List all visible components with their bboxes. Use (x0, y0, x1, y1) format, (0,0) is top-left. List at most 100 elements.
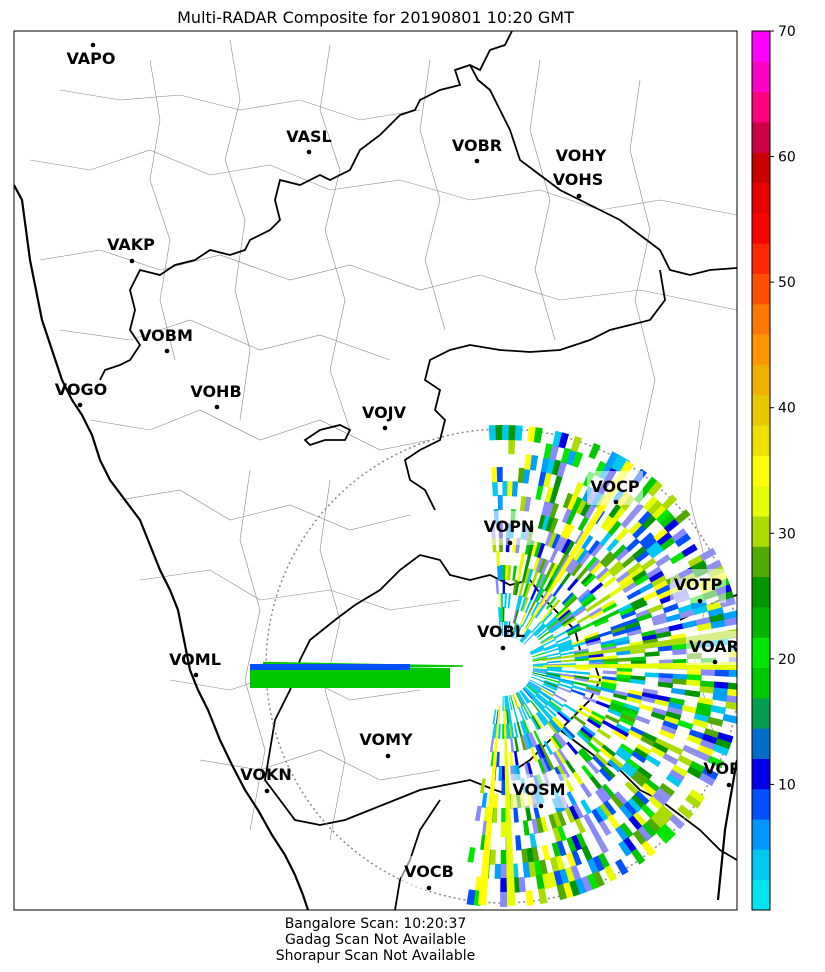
radar-echo-cell (626, 629, 643, 637)
radar-echo-cell (597, 593, 612, 605)
radar-echo-cell (654, 737, 671, 750)
radar-echo-cell (492, 709, 497, 725)
radar-echo-cell (533, 730, 542, 745)
station-vakp: VAKP (107, 235, 155, 264)
radar-echo-cell (645, 778, 661, 793)
radar-echo-cell (684, 689, 701, 698)
radar-echo-cell (537, 513, 546, 530)
station-marker (77, 402, 83, 408)
radar-echo-cell (504, 593, 507, 609)
radar-echo-cell (671, 528, 688, 543)
radar-echo-cell (557, 683, 573, 690)
radar-echo-cell (647, 500, 663, 516)
radar-echo-cell (505, 565, 509, 581)
footer-line-shorapur: Shorapur Scan Not Available (275, 948, 476, 964)
radar-beam (503, 705, 516, 906)
radar-echo-cell (532, 668, 548, 671)
radar-echo-cell (525, 733, 533, 749)
radar-echo-cell (575, 832, 588, 849)
radar-echo-cell (674, 533, 691, 548)
radar-echo-cell (642, 514, 657, 530)
radar-echo-cell (522, 468, 531, 484)
radar-echo-cell (623, 617, 639, 627)
radar-echo-cell (601, 681, 617, 688)
radar-echo-cell (530, 716, 540, 731)
radar-echo-cell (515, 692, 524, 707)
radar-echo-cell (534, 605, 545, 619)
radar-echo-cell (651, 504, 668, 520)
radar-echo-cell (533, 696, 546, 709)
radar-echo-cell (636, 612, 653, 622)
radar-echo-cell (533, 587, 543, 602)
station-label: VOSM (512, 780, 565, 799)
radar-echoes (250, 425, 737, 907)
radar-echo-cell (556, 883, 567, 901)
radar-echo-cell (610, 794, 625, 810)
radar-echo-cell (546, 674, 561, 679)
station-label: VOTP (674, 575, 723, 594)
radar-echo-cell (618, 840, 632, 857)
radar-echo-cell (629, 678, 646, 685)
radar-echo-cell (500, 593, 503, 608)
station-voml: VOML (169, 650, 221, 678)
station-label-backdrop (401, 856, 457, 890)
radar-echo-cell (568, 880, 580, 897)
radar-echo-cell (531, 715, 541, 730)
district-boundaries (29, 39, 737, 841)
radar-echo-cell (548, 700, 562, 711)
station-marker (507, 540, 513, 546)
radar-echo-cell (520, 689, 531, 703)
radar-echo-cell (502, 481, 508, 497)
radar-echo-cell (611, 625, 627, 634)
radar-echo-cell (619, 804, 634, 820)
radar-echo-cell (557, 536, 569, 553)
radar-echo-cell (599, 747, 614, 760)
radar-echo-cell (561, 592, 574, 605)
radar-echo-cell (658, 673, 674, 679)
radar-echo-cell (637, 826, 652, 842)
radar-echo-cell (597, 852, 611, 870)
station-vomy: VOMY (359, 730, 413, 759)
colorbar-swatch (752, 515, 770, 547)
station-label-backdrop (670, 569, 726, 603)
radar-echo-cell (591, 710, 606, 721)
radar-echo-cell (526, 684, 539, 695)
colorbar-tick-label: 50 (778, 275, 796, 291)
radar-echo-cell (515, 594, 521, 610)
radar-echo-cell (660, 513, 676, 529)
radar-echo-cell (592, 615, 608, 625)
radar-echo-cell (544, 680, 559, 687)
radar-echo-cell (540, 634, 554, 644)
radar-echo-cell (544, 530, 554, 547)
radar-echo-cell (560, 675, 576, 680)
radar-echo-cell (608, 560, 623, 574)
radar-echo-cell (696, 702, 713, 712)
radar-echo-cell (509, 751, 514, 767)
radar-echo-cell (516, 692, 525, 707)
radar-echo-cell (689, 760, 706, 774)
radar-echo-cell (577, 515, 590, 532)
radar-echo-cell (578, 729, 592, 742)
radar-echo-cell (589, 825, 602, 842)
colorbar-frame (751, 30, 771, 911)
radar-echo-cell (532, 663, 548, 665)
radar-echo-cell (529, 833, 537, 849)
radar-echo-cell (581, 725, 596, 737)
radar-echo-cell (508, 709, 513, 725)
radar-echo-cell (501, 780, 506, 795)
radar-echo-cell (526, 568, 534, 584)
radar-echo-cell (524, 496, 532, 513)
radar-echo-cell (572, 606, 587, 618)
radar-echo-cell (543, 443, 553, 460)
radar-echo-cell (532, 655, 548, 660)
radar-echo-cell (598, 786, 612, 802)
radar-echo-cell (563, 524, 575, 540)
radar-echo-cell (550, 719, 562, 732)
radar-echo-cell (497, 607, 501, 623)
radar-echo-cell (521, 612, 530, 627)
radar-echo-cell (560, 571, 572, 586)
radar-echo-cell (527, 426, 537, 443)
colorbar-swatch (752, 364, 770, 396)
radar-echo-cell (600, 514, 614, 530)
radar-echo-cell (556, 461, 568, 478)
